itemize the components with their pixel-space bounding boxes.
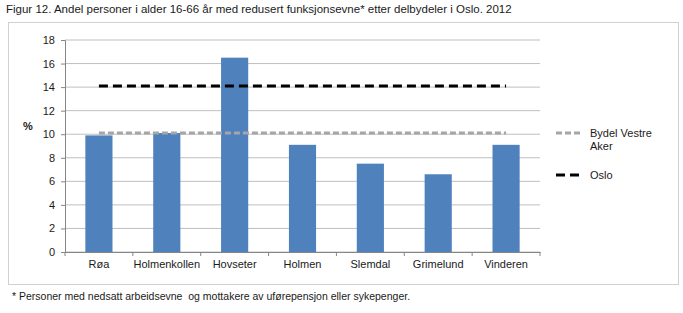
grid-line <box>65 40 540 41</box>
x-axis: Røa Holmenkollen Hovseter Holmen Slemdal Grim… <box>66 252 541 270</box>
bar <box>493 145 520 252</box>
x-tick-label: Grimelund <box>413 258 464 270</box>
y-tick: 4 <box>49 199 65 211</box>
y-tick: 8 <box>49 152 65 164</box>
legend-swatch <box>556 132 582 135</box>
grid-line <box>65 110 540 111</box>
y-tick-mark <box>61 158 65 159</box>
y-tick-mark <box>61 64 65 65</box>
legend-label: Oslo <box>590 169 613 181</box>
x-separator <box>472 252 473 256</box>
x-separator <box>200 252 201 256</box>
y-tick: 10 <box>43 128 65 140</box>
x-separator <box>404 252 405 256</box>
y-tick-mark <box>61 87 65 88</box>
y-axis: 0 2 4 6 8 10 12 14 16 18 <box>43 34 66 258</box>
y-axis-line <box>61 41 66 253</box>
x-tick-label: Holmenkollen <box>133 258 200 270</box>
x-tick: Holmenkollen <box>133 252 200 270</box>
x-separator <box>268 252 269 256</box>
y-tick-label: 18 <box>43 34 55 46</box>
y-tick: 6 <box>49 175 65 187</box>
y-tick: 0 <box>49 246 65 258</box>
marks <box>85 58 519 252</box>
grid-line <box>65 87 540 88</box>
x-tick: Vinderen <box>484 252 528 270</box>
y-tick-label: 14 <box>43 81 55 93</box>
legend-swatch <box>556 174 582 177</box>
y-tick: 2 <box>49 222 65 234</box>
y-tick: 16 <box>43 58 65 70</box>
title: Figur 12. Andel personer i alder 16-66 å… <box>6 3 512 15</box>
footnote: * Personer med nedsatt arbeidsevne og mo… <box>12 290 410 302</box>
reference-line <box>99 84 506 87</box>
x-tick: Røa <box>89 252 111 270</box>
reference-line <box>99 132 506 135</box>
x-separator <box>132 252 133 256</box>
x-separator <box>65 252 66 256</box>
x-axis-line <box>66 252 541 253</box>
y-tick: 12 <box>43 105 65 117</box>
x-separator <box>336 252 337 256</box>
x-tick-label: Røa <box>89 258 111 270</box>
grid-line <box>65 134 540 135</box>
x-tick-label: Hovseter <box>213 258 257 270</box>
x-separator <box>540 252 541 256</box>
x-tick: Grimelund <box>413 252 464 270</box>
bar <box>153 133 180 252</box>
y-tick-mark <box>61 40 65 41</box>
y-tick-label: 2 <box>49 222 55 234</box>
legend-label: Bydel VestreAker <box>590 127 652 152</box>
x-tick-label: Slemdal <box>350 258 390 270</box>
bar <box>357 164 384 252</box>
grid <box>65 40 540 252</box>
grid-line <box>65 63 540 64</box>
bar <box>425 174 452 252</box>
y-tick-label: 8 <box>49 152 55 164</box>
chart: Figur 12. Andel personer i alder 16-66 å… <box>0 0 683 313</box>
y-tick-mark <box>61 228 65 229</box>
y-tick-label: 12 <box>43 105 55 117</box>
y-tick: 14 <box>43 81 65 93</box>
x-tick-label: Holmen <box>284 258 322 270</box>
x-tick-label: Vinderen <box>484 258 528 270</box>
bar <box>85 135 112 252</box>
y-tick-mark <box>61 181 65 182</box>
y-tick-mark <box>61 252 65 253</box>
bar <box>289 145 316 252</box>
x-tick: Hovseter <box>213 252 257 270</box>
y-tick-mark <box>61 205 65 206</box>
y-tick-mark <box>61 111 65 112</box>
y-tick-label: 4 <box>49 199 55 211</box>
y-tick: 18 <box>43 34 65 46</box>
x-tick: Holmen <box>284 252 322 270</box>
y-tick-mark <box>61 134 65 135</box>
chart-frame <box>9 23 679 285</box>
x-tick: Slemdal <box>350 252 390 270</box>
y-axis-label: % <box>23 120 33 132</box>
y-tick-label: 10 <box>43 128 55 140</box>
y-tick-label: 16 <box>43 58 55 70</box>
y-tick-label: 0 <box>49 246 55 258</box>
y-tick-label: 6 <box>49 175 55 187</box>
legend: Bydel VestreAker Oslo <box>556 127 652 181</box>
